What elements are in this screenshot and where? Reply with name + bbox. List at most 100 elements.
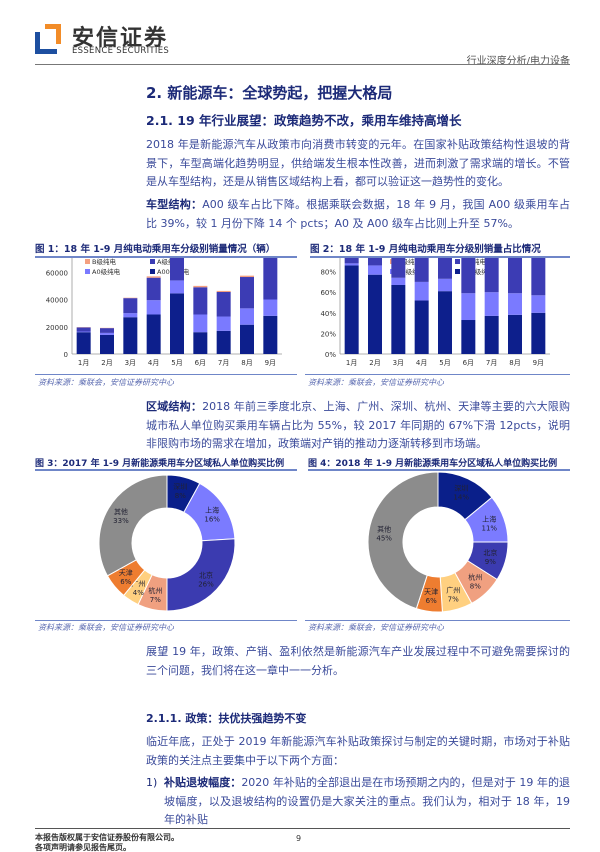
logo-subtext: ESSENCE SECURITIES <box>72 46 169 56</box>
bar-segment <box>391 258 405 278</box>
x-tick-label: 5月 <box>439 359 450 367</box>
x-tick-label: 3月 <box>393 359 404 367</box>
legend-label: A0级纯电 <box>92 267 121 276</box>
bar-segment <box>170 280 184 293</box>
subsection-title: 2.1. 19 年行业展望：政策趋势不改，乘用车维持高增长 <box>146 110 462 129</box>
paragraph-text: A00 级车占比下降。根据乘联会数据，18 年 9 月，我国 A00 级乘用车占… <box>146 198 570 230</box>
slice-label: 上海 <box>205 505 219 514</box>
lead-label: 车型结构： <box>146 198 202 211</box>
slice-value: 7% <box>150 596 161 604</box>
slice-label: 北京 <box>199 571 213 580</box>
bar-segment <box>240 277 254 308</box>
bar-segment <box>461 258 475 293</box>
legend-swatch <box>85 269 90 274</box>
bar-segment <box>77 332 91 354</box>
lead-label: 补贴退坡幅度： <box>164 776 241 789</box>
bar-segment <box>531 295 545 313</box>
x-tick-label: 2月 <box>101 359 112 367</box>
bar-segment <box>531 258 545 295</box>
header-divider <box>35 64 570 65</box>
slice-label: 广州 <box>446 585 460 594</box>
bar-segment <box>147 276 161 277</box>
bar-segment <box>508 258 522 293</box>
figure-2-bottom-rule <box>305 374 570 375</box>
slice-label: 深圳 <box>173 482 187 491</box>
bar-segment <box>508 315 522 354</box>
slice-label: 深圳 <box>454 484 468 493</box>
bar-segment <box>263 316 277 354</box>
slice-label: 上海 <box>482 515 496 524</box>
slice-value: 26% <box>198 581 214 589</box>
paragraph-outlook: 展望 19 年，政策、产销、盈利依然是新能源汽车产业发展过程中不可避免需要探讨的… <box>146 643 570 680</box>
figure-1-bottom-rule <box>35 374 297 375</box>
x-tick-label: 6月 <box>463 359 474 367</box>
x-tick-label: 2月 <box>369 359 380 367</box>
slice-value: 7% <box>448 595 459 603</box>
footer-copyright: 本报告版权属于安信证券股份有限公司。 <box>35 832 179 843</box>
y-tick-label: 0% <box>325 351 336 359</box>
slice-value: 8% <box>470 583 481 591</box>
bar-segment <box>217 292 231 317</box>
x-tick-label: 8月 <box>241 359 252 367</box>
bar-segment <box>438 258 452 279</box>
y-tick-label: 20000 <box>46 324 68 332</box>
slice-value: 9% <box>485 558 496 566</box>
bar-segment <box>123 313 137 317</box>
bar-segment <box>193 286 207 287</box>
legend-swatch <box>85 259 90 264</box>
bar-segment <box>100 333 114 335</box>
bar-segment <box>461 320 475 354</box>
slice-label: 其他 <box>114 507 128 516</box>
page-number: 9 <box>296 834 301 843</box>
bar-segment <box>100 335 114 354</box>
figure-3-bottom-rule <box>35 620 297 621</box>
bar-segment <box>438 291 452 354</box>
bar-segment <box>368 275 382 354</box>
bar-segment <box>415 282 429 301</box>
bar-segment <box>193 314 207 332</box>
section-title: 2. 新能源车：全球势起，把握大格局 <box>146 82 392 103</box>
legend-swatch <box>455 269 460 274</box>
bar-segment <box>240 325 254 354</box>
subsubsection-title: 2.1.1. 政策：扶优扶强趋势不变 <box>146 710 306 726</box>
x-tick-label: 9月 <box>265 359 276 367</box>
bar-segment <box>193 332 207 354</box>
footer-disclaimer: 各项声明请参见报告尾页。 <box>35 844 131 852</box>
figure-3-title: 图 3：2017 年 1-9 月新能源乘用车分区域私人单位购买比例 <box>35 456 284 469</box>
bar-segment <box>461 293 475 320</box>
bar-segment <box>170 258 184 280</box>
y-tick-label: 40000 <box>46 297 68 305</box>
legend-swatch <box>455 259 460 264</box>
bar-segment <box>217 291 231 292</box>
bar-segment <box>77 332 91 333</box>
x-tick-label: 7月 <box>218 359 229 367</box>
figure-2-title: 图 2：18 年 1-9 月纯电动乘用车分级别销量占比情况 <box>310 241 541 255</box>
slice-label: 杭州 <box>148 586 162 595</box>
bar-segment <box>345 258 359 263</box>
figure-1-title: 图 1：18 年 1-9 月纯电动乘用车分级别销量情况（辆） <box>35 241 275 255</box>
footer-divider <box>35 828 570 829</box>
slice-value: 11% <box>481 525 497 533</box>
bar-segment <box>345 263 359 265</box>
slice-value: 4% <box>133 589 144 597</box>
legend-label: B级纯电 <box>92 258 116 266</box>
x-tick-label: 6月 <box>195 359 206 367</box>
slice-label: 其他 <box>377 524 391 533</box>
bar-segment <box>415 258 429 282</box>
figure-4-bottom-rule <box>305 620 570 621</box>
logo-icon <box>35 24 61 54</box>
bar-segment <box>368 265 382 274</box>
bar-segment <box>240 308 254 324</box>
paragraph-model-structure: 车型结构：A00 级车占比下降。根据乘联会数据，18 年 9 月，我国 A00 … <box>146 196 570 233</box>
bar-segment <box>263 300 277 316</box>
y-tick-label: 60000 <box>46 269 68 277</box>
bar-segment <box>368 258 382 265</box>
y-tick-label: 0 <box>64 351 68 359</box>
figure-3-source: 资料来源：乘联会，安信证券研究中心 <box>38 622 174 633</box>
bar-segment <box>485 258 499 292</box>
slice-value: 6% <box>120 578 131 586</box>
bar-segment <box>391 278 405 285</box>
x-tick-label: 5月 <box>171 359 182 367</box>
bar-segment <box>263 258 277 300</box>
